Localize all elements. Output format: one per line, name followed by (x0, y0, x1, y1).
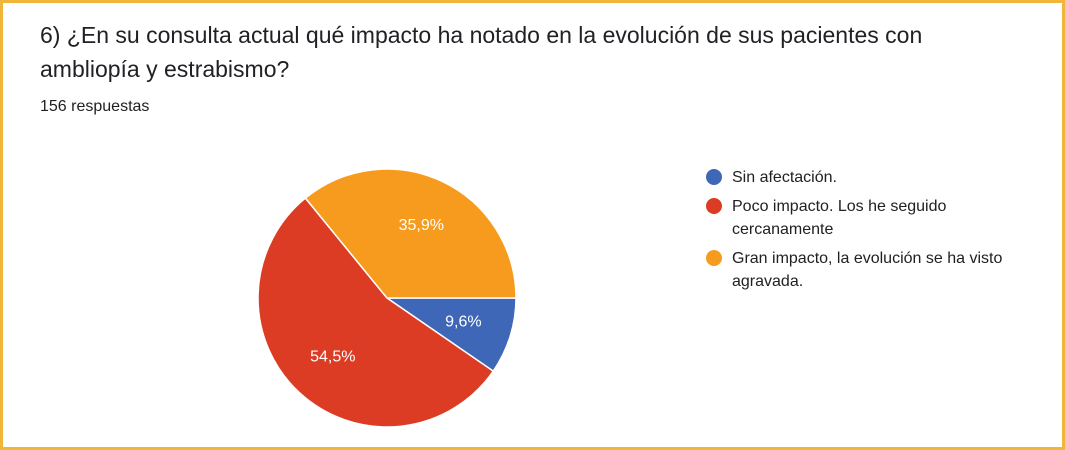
slice-gran-impacto[interactable] (304, 168, 517, 299)
slice-percent-label: 54,5% (310, 348, 355, 365)
slice-sin-afectacion[interactable] (384, 297, 517, 373)
legend-label: Poco impacto. Los he seguido cercanament… (732, 198, 947, 238)
legend-item[interactable]: Poco impacto. Los he seguido cercanament… (706, 195, 1046, 241)
slice-percent-label: 35,9% (399, 217, 444, 234)
legend-swatch (706, 198, 722, 214)
chart-legend: Sin afectación. Poco impacto. Los he segu… (706, 166, 1046, 299)
slice-poco-impacto[interactable] (257, 197, 495, 428)
legend-swatch (706, 169, 722, 185)
legend-swatch (706, 250, 722, 266)
response-count: 156 respuestas (40, 98, 150, 115)
slice-percent-label: 9,6% (445, 313, 481, 330)
legend-item[interactable]: Sin afectación. (706, 166, 1046, 189)
legend-label: Sin afectación. (732, 169, 837, 186)
legend-label: Gran impacto, la evolución se ha visto a… (732, 250, 1003, 290)
question-title: 6) ¿En su consulta actual qué impacto ha… (40, 22, 923, 82)
legend-item[interactable]: Gran impacto, la evolución se ha visto a… (706, 247, 1046, 293)
